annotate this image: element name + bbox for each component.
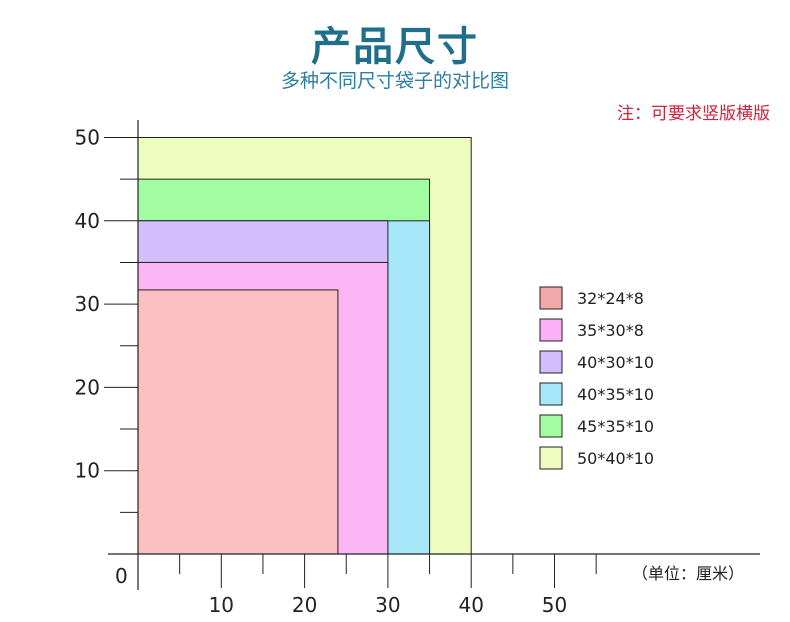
x-tick-label-20: 20 — [292, 593, 317, 617]
bag-size-rects — [137, 137, 472, 555]
legend-label-35x30x8: 35*30*8 — [577, 321, 644, 340]
chart-subtitle: 多种不同尺寸袋子的对比图 — [280, 70, 509, 92]
y-tick-label-30: 30 — [75, 292, 100, 316]
legend-swatch-35x30x8 — [539, 318, 563, 342]
bag-rect-32x24x8 — [137, 289, 339, 555]
orientation-note: 注：可要求竖版横版 — [617, 104, 770, 124]
unit-label: （单位：厘米） — [632, 564, 744, 583]
legend-swatch-45x35x10 — [539, 414, 563, 438]
y-tick-label-50: 50 — [75, 126, 100, 150]
x-tick-label-50: 50 — [542, 593, 567, 617]
origin-label: 0 — [115, 564, 128, 588]
legend-label-40x35x10: 40*35*10 — [577, 385, 654, 404]
legend-swatch-50x40x10 — [539, 446, 563, 470]
chart-title: 产品尺寸 — [311, 24, 479, 70]
legend-label-32x24x8: 32*24*8 — [577, 289, 644, 308]
legend-swatch-32x24x8 — [539, 286, 563, 310]
x-tick-label-40: 40 — [458, 593, 483, 617]
x-tick-labels: 10 20 30 40 50 — [209, 593, 568, 617]
x-tick-label-30: 30 — [375, 593, 400, 617]
legend-label-50x40x10: 50*40*10 — [577, 449, 654, 468]
y-tick-labels: 10 20 30 40 50 — [75, 126, 100, 483]
y-tick-label-40: 40 — [75, 209, 100, 233]
legend-label-45x35x10: 45*35*10 — [577, 417, 654, 436]
legend: 32*24*8 35*30*8 40*30*10 40*35*10 45*35*10 50… — [539, 286, 654, 470]
y-tick-label-10: 10 — [75, 459, 100, 483]
x-tick-label-10: 10 — [209, 593, 234, 617]
y-tick-label-20: 20 — [75, 375, 100, 399]
legend-swatch-40x35x10 — [539, 382, 563, 406]
axes — [104, 120, 760, 590]
legend-swatch-40x30x10 — [539, 350, 563, 374]
legend-label-40x30x10: 40*30*10 — [577, 353, 654, 372]
